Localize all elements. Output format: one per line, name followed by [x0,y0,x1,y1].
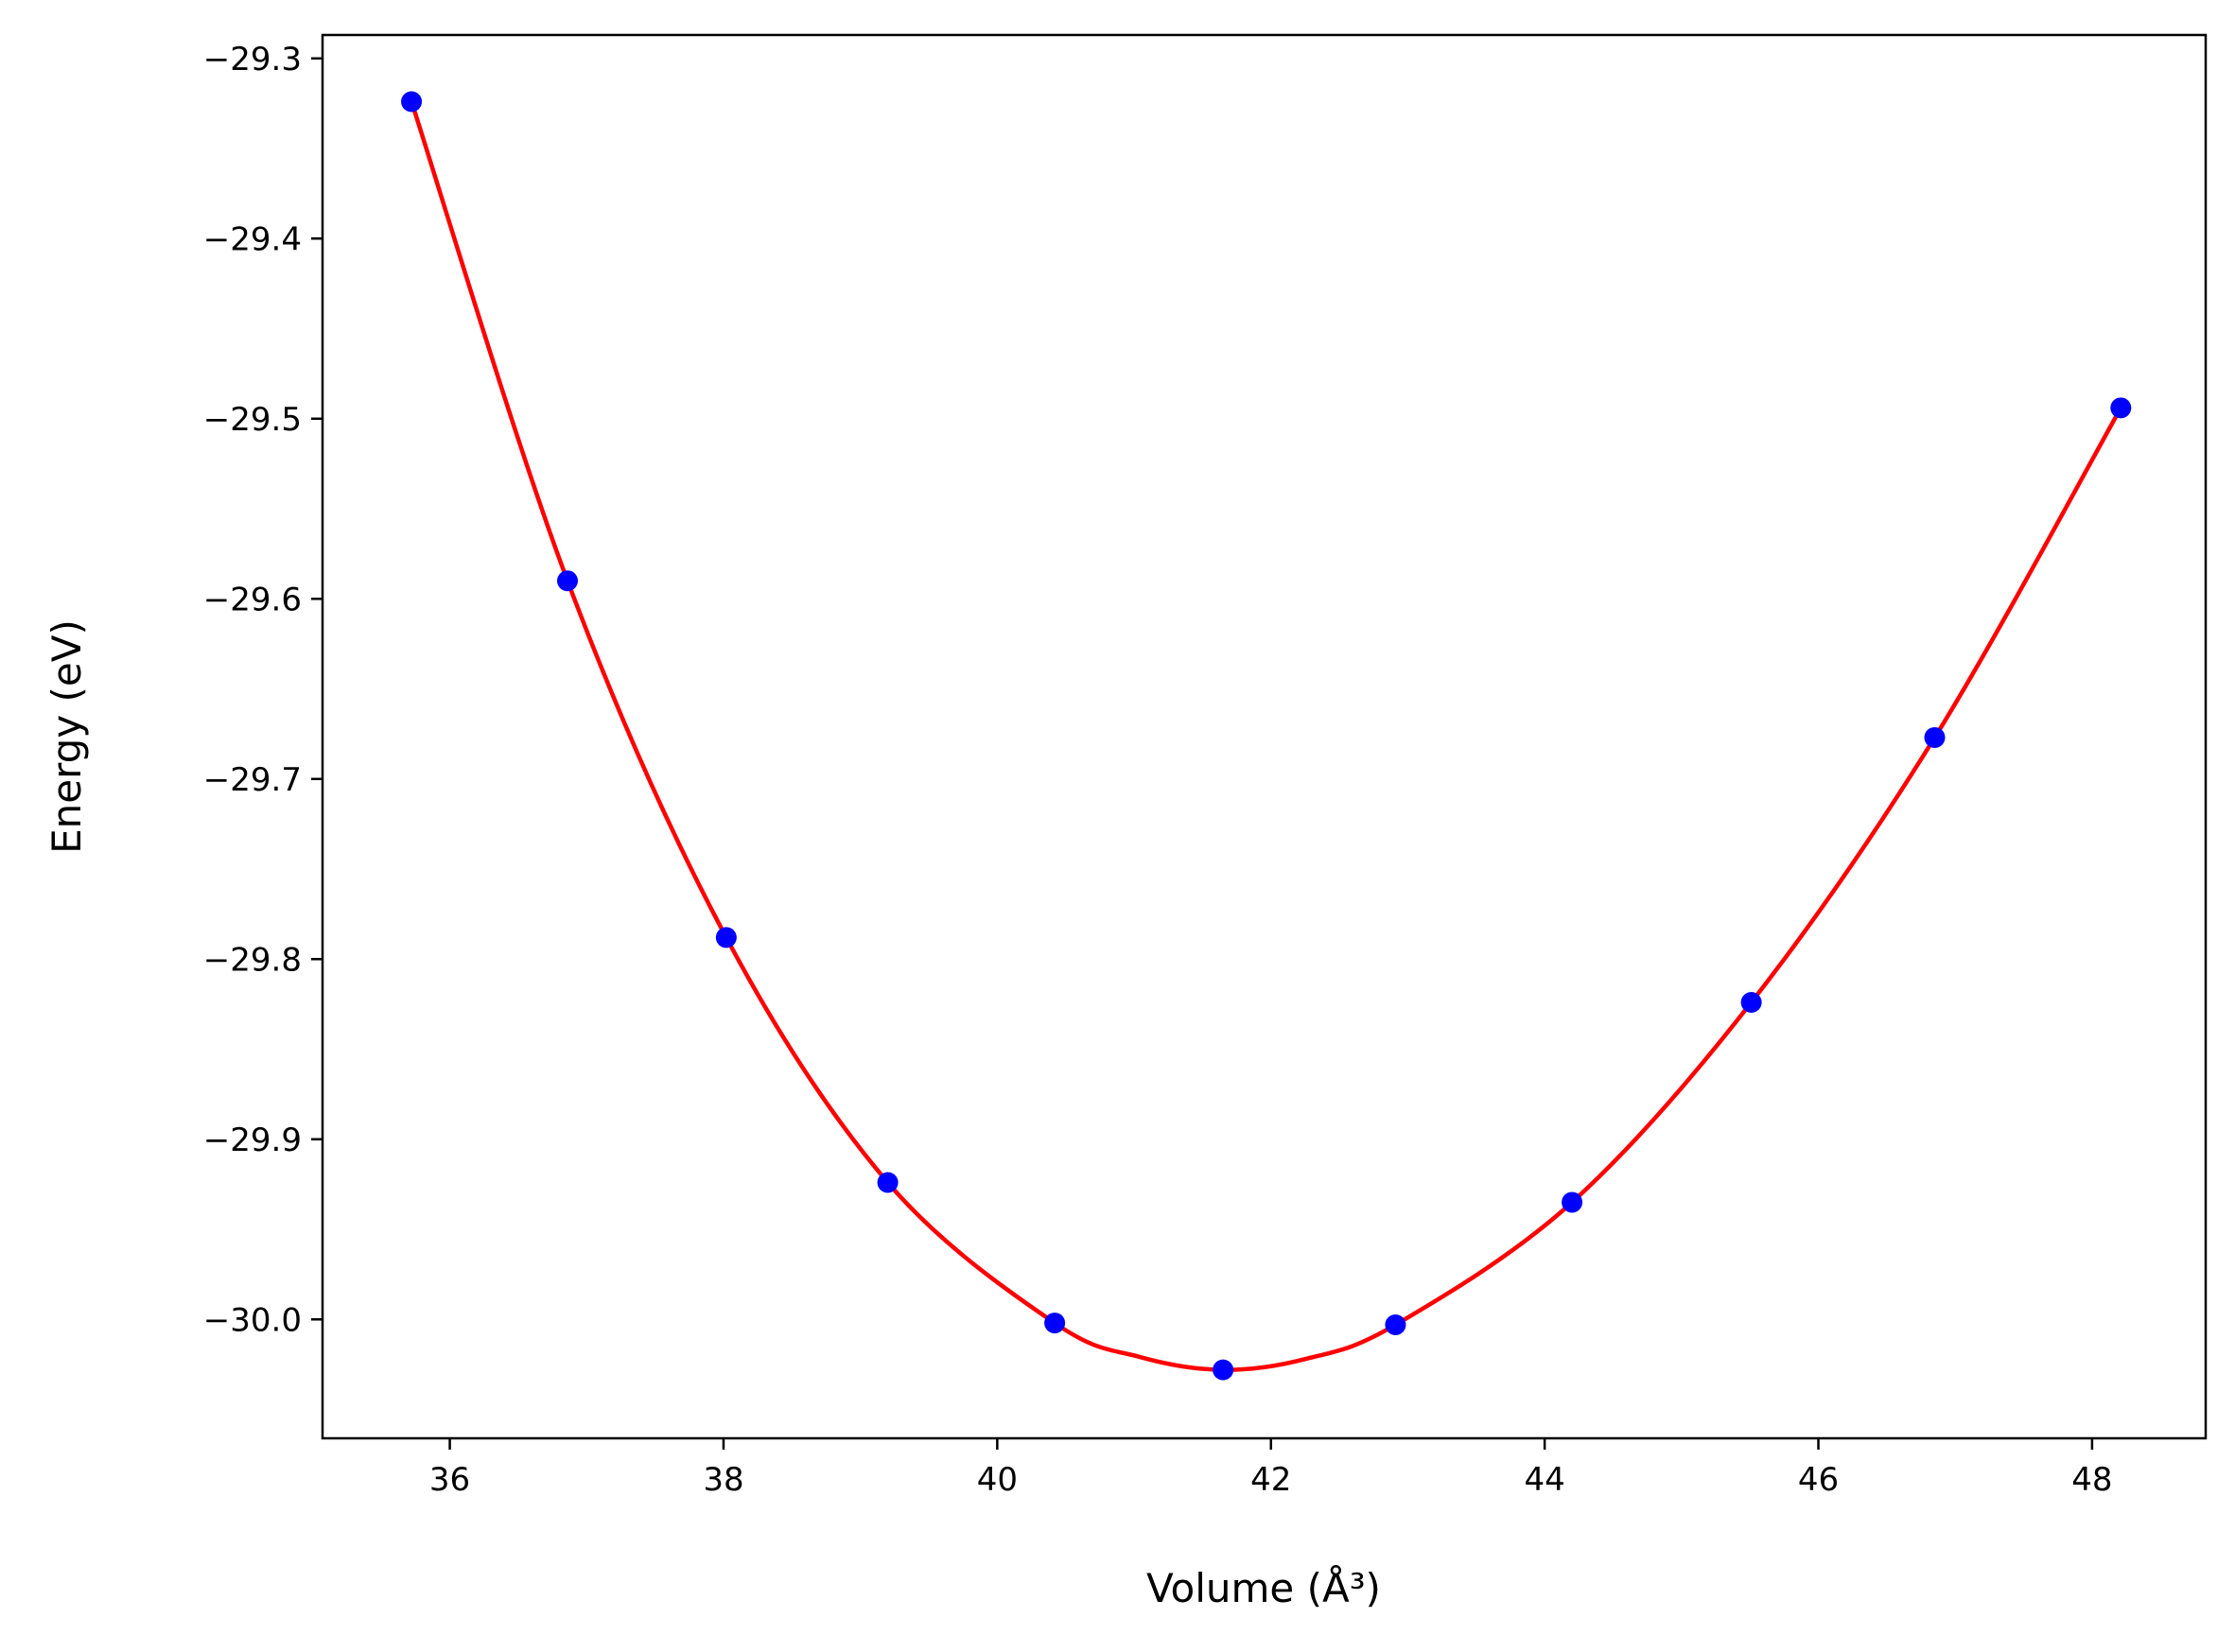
x-tick-label: 44 [1524,1461,1564,1499]
y-axis: −30.0 −29.9 −29.8 −29.7 −29.6 −29.5 −29.4 −29.3 [203,41,323,1339]
data-point [1044,1313,1066,1334]
data-point [1385,1313,1406,1335]
y-tick-label: −29.7 [203,761,302,799]
y-tick-label: −29.6 [203,581,302,618]
x-tick-label: 46 [1798,1461,1839,1499]
data-point [715,927,737,948]
data-point [1213,1359,1234,1381]
x-tick-label: 38 [703,1461,743,1499]
data-point [2110,397,2132,419]
y-tick-label: −30.0 [203,1301,302,1339]
x-tick-label: 42 [1250,1461,1291,1499]
fit-curve [409,100,2123,1372]
x-axis-label: Volume (Å³) [1146,1564,1381,1611]
plot-area [401,91,2132,1381]
x-axis: 36 38 40 42 44 46 48 [429,1438,2113,1499]
data-point [557,570,578,592]
y-tick-label: −29.9 [203,1122,302,1159]
data-point [1740,991,1762,1013]
data-point [1562,1191,1583,1213]
x-tick-label: 40 [977,1461,1018,1499]
y-tick-label: −29.4 [203,220,302,258]
data-point [401,91,423,113]
y-tick-label: −29.5 [203,401,302,439]
x-tick-label: 36 [429,1461,470,1499]
data-point [877,1172,899,1193]
plot-frame [321,33,2208,1440]
y-axis-label: Energy (eV) [44,619,90,854]
y-tick-label: −29.3 [203,41,302,78]
data-point [1924,726,1946,748]
x-tick-label: 48 [2071,1461,2112,1499]
y-tick-label: −29.8 [203,941,302,979]
